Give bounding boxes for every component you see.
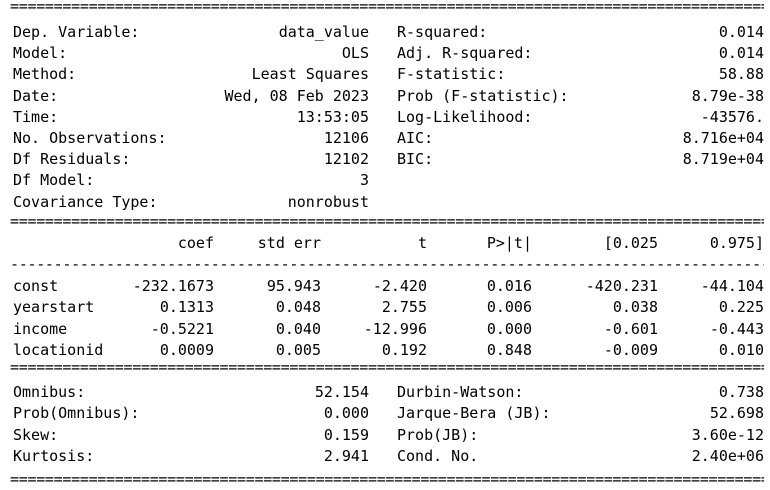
summary-label: Df Residuals: [13, 150, 131, 168]
diag-label: Jarque-Bera (JB): [397, 404, 551, 422]
summary-value: 12102 [323, 150, 369, 168]
summary-value: -43576. [700, 108, 764, 126]
coef-cell: 2.755 [381, 298, 427, 316]
summary-label: Covariance Type: [13, 193, 158, 211]
diag-label: Prob(Omnibus): [13, 404, 140, 422]
summary-label: Log-Likelihood: [397, 108, 533, 126]
coef-cell: -232.1673 [132, 277, 214, 295]
summary-value: data_value [278, 23, 369, 41]
summary-label: R-squared: [397, 23, 488, 41]
summary-label: AIC: [397, 129, 434, 147]
diag-value: 52.154 [314, 383, 369, 401]
coef-table-header: 0.975] [709, 234, 764, 252]
coef-row-name: locationid [13, 341, 104, 359]
coef-cell: -12.996 [363, 320, 427, 338]
summary-label: Method: [13, 65, 77, 83]
diag-value: 3.60e-12 [691, 426, 764, 444]
summary-label: Prob (F-statistic): [397, 87, 569, 105]
summary-value: 0.014 [718, 23, 764, 41]
coef-cell: 0.048 [275, 298, 321, 316]
summary-label: F-statistic: [397, 65, 506, 83]
summary-label: Adj. R-squared: [397, 44, 533, 62]
coef-cell: 0.005 [275, 341, 321, 359]
diag-value: 0.159 [323, 426, 369, 444]
coef-cell: -44.104 [700, 277, 764, 295]
double-rule-top: ========================================… [10, 1, 764, 11]
coef-cell: 0.010 [718, 341, 764, 359]
summary-label: Date: [13, 87, 59, 105]
coef-table-header: coef [177, 234, 214, 252]
summary-value: 13:53:05 [296, 108, 369, 126]
diag-value: 2.40e+06 [691, 447, 764, 465]
coef-cell: -0.009 [603, 341, 658, 359]
summary-value: 8.79e-38 [691, 87, 764, 105]
summary-value: 8.719e+04 [682, 150, 764, 168]
summary-label: BIC: [397, 150, 434, 168]
coef-cell: 0.040 [275, 320, 321, 338]
diag-value: 0.738 [718, 383, 764, 401]
coef-table-header: P>|t| [486, 234, 532, 252]
coef-cell: 0.848 [486, 341, 532, 359]
double-rule-lower: ========================================… [10, 362, 764, 372]
summary-label: Time: [13, 108, 59, 126]
diag-value: 2.941 [323, 447, 369, 465]
coef-cell: -2.420 [372, 277, 427, 295]
diag-label: Prob(JB): [397, 426, 479, 444]
coef-cell: 0.192 [381, 341, 427, 359]
coef-cell: 0.000 [486, 320, 532, 338]
coef-row-name: yearstart [13, 298, 95, 316]
diag-label: Omnibus: [13, 383, 86, 401]
double-rule-bottom: ========================================… [10, 474, 764, 484]
coef-cell: 0.016 [486, 277, 532, 295]
diag-label: Skew: [13, 426, 59, 444]
summary-label: Dep. Variable: [13, 23, 140, 41]
coef-table-header: std err [257, 234, 321, 252]
summary-label: Df Model: [13, 171, 95, 189]
summary-value: 8.716e+04 [682, 129, 764, 147]
dash-rule: ----------------------------------------… [10, 259, 764, 269]
coef-cell: -0.443 [709, 320, 764, 338]
diag-value: 0.000 [323, 404, 369, 422]
coef-cell: 95.943 [266, 277, 321, 295]
coef-row-name: const [13, 277, 59, 295]
summary-value: 12106 [323, 129, 369, 147]
coef-cell: 0.006 [486, 298, 532, 316]
coef-cell: -0.601 [603, 320, 658, 338]
coef-table-header: [0.025 [603, 234, 658, 252]
summary-label: Model: [13, 44, 68, 62]
summary-value: OLS [341, 44, 369, 62]
summary-value: Least Squares [251, 65, 369, 83]
diag-label: Durbin-Watson: [397, 383, 524, 401]
coef-row-name: income [13, 320, 68, 338]
diag-label: Cond. No. [397, 447, 479, 465]
coef-cell: -0.5221 [150, 320, 214, 338]
coef-cell: 0.225 [718, 298, 764, 316]
diag-value: 52.698 [709, 404, 764, 422]
summary-value: 0.014 [718, 44, 764, 62]
coef-cell: 0.038 [612, 298, 658, 316]
summary-value: Wed, 08 Feb 2023 [224, 87, 370, 105]
coef-cell: -420.231 [585, 277, 658, 295]
summary-value: 58.88 [718, 65, 764, 83]
summary-value: nonrobust [287, 193, 369, 211]
coef-cell: 0.0009 [159, 341, 214, 359]
diag-label: Kurtosis: [13, 447, 95, 465]
summary-value: 3 [359, 171, 369, 189]
summary-label: No. Observations: [13, 129, 167, 147]
coef-table-header: t [417, 234, 427, 252]
coef-cell: 0.1313 [159, 298, 214, 316]
double-rule-mid: ========================================… [10, 216, 764, 226]
